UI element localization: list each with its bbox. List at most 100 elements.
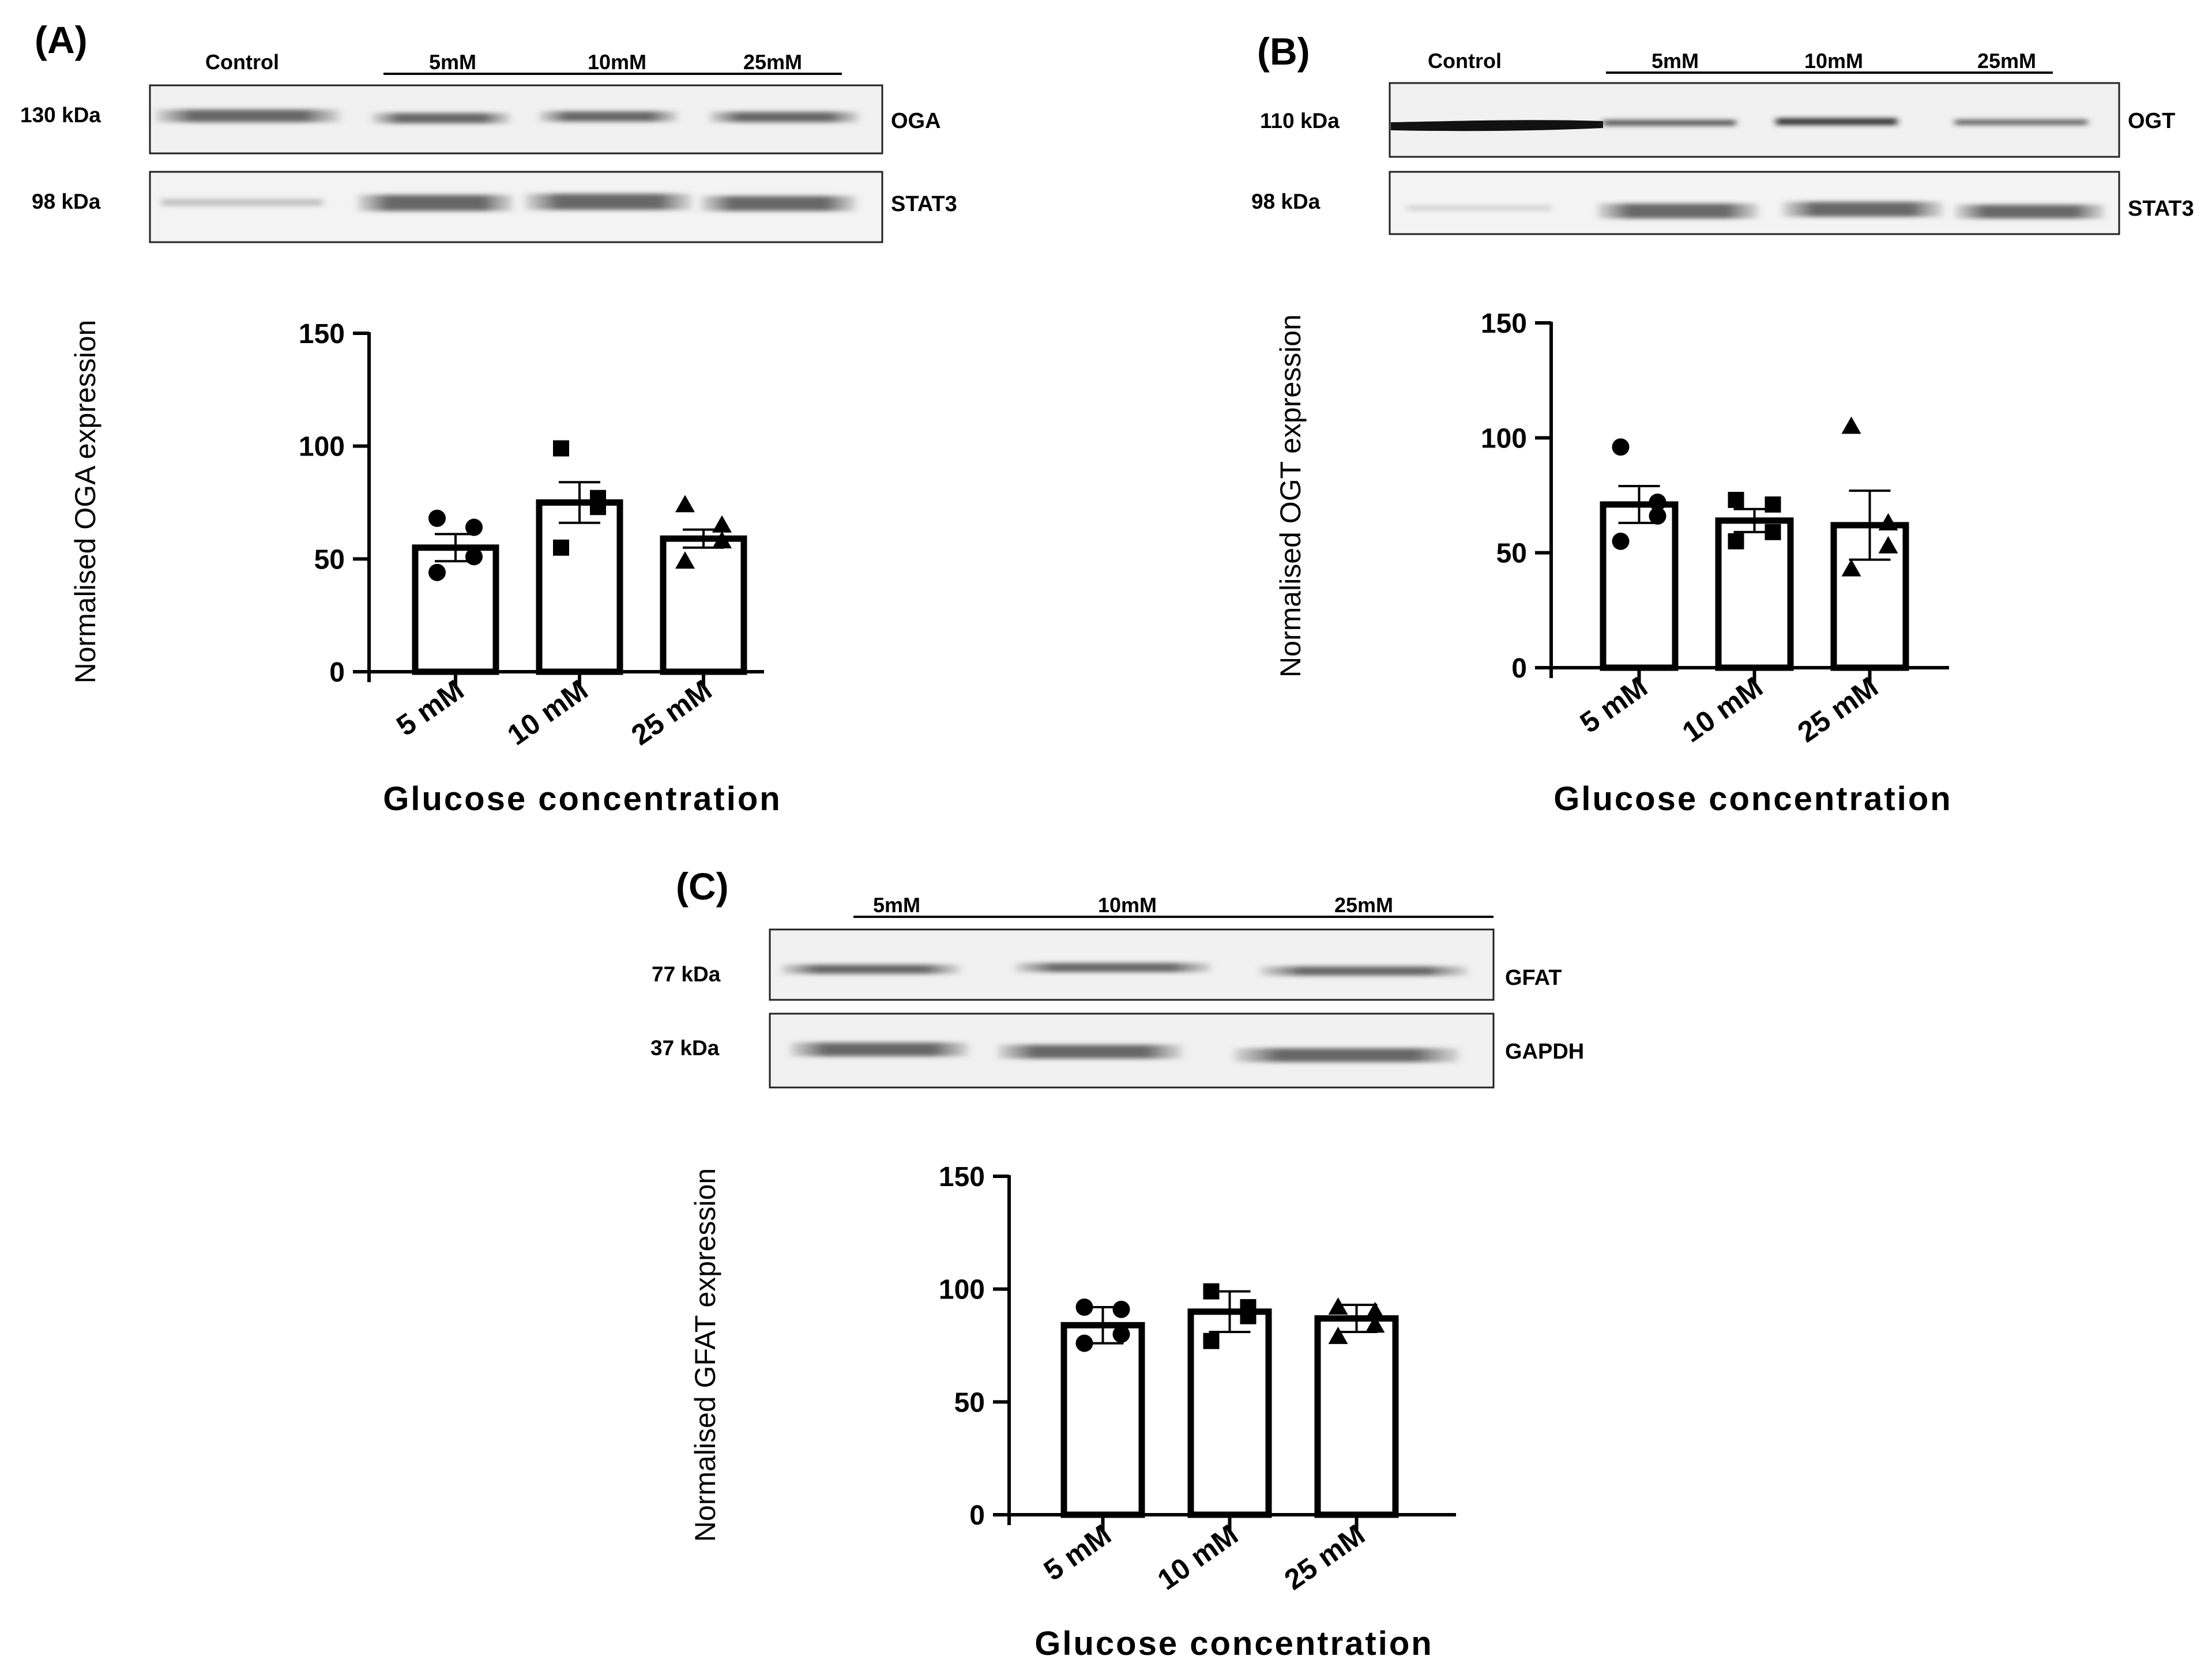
panel-b-kda-ogt: 110 kDa bbox=[1260, 109, 1340, 133]
panel-a-lane-10mm: 10mM bbox=[588, 50, 646, 74]
bar bbox=[660, 535, 747, 675]
data-point bbox=[1112, 1300, 1130, 1318]
y-tick-label: 50 bbox=[954, 1387, 985, 1418]
data-point bbox=[1878, 513, 1898, 530]
data-point bbox=[1075, 1298, 1093, 1316]
data-point bbox=[1240, 1308, 1257, 1324]
panel-c-lane-10mm: 10mM bbox=[1098, 893, 1157, 917]
bar bbox=[1314, 1315, 1399, 1518]
data-point bbox=[1365, 1315, 1385, 1333]
panel-b-kda-stat3: 98 kDa bbox=[1251, 190, 1321, 213]
panel-b-blot-stat3 bbox=[1389, 171, 2120, 235]
bar bbox=[1600, 501, 1679, 671]
data-point bbox=[1841, 416, 1861, 434]
panel-a-protein-oga: OGA bbox=[891, 109, 941, 133]
category-label: 5 mM bbox=[390, 673, 469, 742]
x-axis-title: Glucose concentration bbox=[1034, 1625, 1433, 1662]
data-point bbox=[553, 539, 569, 556]
panel-c: (C) 5mM 10mM 25mM 77 kDa GFAT 37 kDa GAP… bbox=[650, 865, 1584, 1089]
data-point bbox=[428, 509, 446, 527]
y-tick-label: 50 bbox=[1496, 539, 1527, 569]
y-tick-label: 150 bbox=[1481, 308, 1527, 339]
panel-c-bands-gapdh bbox=[790, 1043, 1459, 1062]
data-point bbox=[1328, 1297, 1348, 1315]
data-point bbox=[1728, 491, 1744, 508]
category-label: 25 mM bbox=[1278, 1518, 1371, 1596]
y-tick-label: 0 bbox=[969, 1500, 985, 1531]
data-point bbox=[1075, 1334, 1093, 1352]
data-point bbox=[428, 563, 446, 581]
panel-b-bands-stat3 bbox=[1407, 202, 2105, 219]
panel-a-kda-oga: 130 kDa bbox=[20, 103, 101, 127]
panel-b-protein-stat3: STAT3 bbox=[2128, 197, 2194, 221]
panel-b-letter: (B) bbox=[1257, 30, 1310, 73]
chart-b: 0 50 100 150 5 mM 10 mM 25 mM Normalised OGT ex… bbox=[1274, 308, 1951, 818]
panel-c-lane-5mm: 5mM bbox=[873, 893, 920, 917]
bar bbox=[1187, 1308, 1272, 1518]
panel-b-lane-25mm: 25mM bbox=[1977, 49, 2036, 73]
data-point bbox=[1112, 1325, 1130, 1343]
panel-c-lane-25mm: 25mM bbox=[1334, 893, 1393, 917]
data-point bbox=[1203, 1283, 1220, 1300]
category-label: 10 mM bbox=[1676, 671, 1769, 748]
y-tick-label: 150 bbox=[939, 1162, 985, 1192]
panel-a-protein-stat3: STAT3 bbox=[891, 192, 957, 216]
panel-b-protein-ogt: OGT bbox=[2128, 109, 2175, 133]
data-point bbox=[1612, 532, 1630, 550]
data-point bbox=[590, 499, 606, 515]
data-point bbox=[1878, 536, 1898, 554]
data-point bbox=[1765, 496, 1781, 513]
chart-c: 0 50 100 150 5 mM 10 mM 25 mM Normalised GFAT e… bbox=[689, 1162, 1456, 1662]
data-point bbox=[675, 495, 695, 513]
panel-c-protein-gfat: GFAT bbox=[1505, 966, 1562, 990]
panel-c-letter: (C) bbox=[676, 865, 729, 908]
panel-c-kda-gfat: 77 kDa bbox=[652, 962, 721, 986]
data-point bbox=[675, 551, 695, 569]
panel-b-lane-10mm: 10mM bbox=[1804, 49, 1863, 73]
panel-b-bands-ogt bbox=[1391, 118, 2087, 131]
panel-b-lane-control: Control bbox=[1428, 49, 1502, 73]
y-axis-title: Normalised OGA expression bbox=[69, 320, 101, 684]
panel-c-bands-gfat bbox=[781, 963, 1468, 976]
category-label: 5 mM bbox=[1574, 671, 1653, 739]
data-point bbox=[1365, 1301, 1385, 1319]
y-tick-label: 100 bbox=[939, 1275, 985, 1305]
y-axis-title: Normalised OGT expression bbox=[1274, 314, 1307, 678]
panel-a: (A) Control 5mM 10mM 25mM 130 kDa OGA 98… bbox=[20, 18, 957, 243]
y-tick-label: 0 bbox=[329, 657, 345, 688]
x-axis-title: Glucose concentration bbox=[383, 780, 781, 818]
data-point bbox=[465, 518, 483, 536]
data-point bbox=[1765, 524, 1781, 540]
panel-c-protein-gapdh: GAPDH bbox=[1505, 1040, 1584, 1064]
category-label: 25 mM bbox=[1792, 671, 1884, 748]
y-tick-label: 100 bbox=[1481, 423, 1527, 454]
data-point bbox=[1841, 559, 1861, 577]
panel-a-kda-stat3: 98 kDa bbox=[32, 190, 101, 213]
data-point bbox=[465, 548, 483, 566]
panel-b: (B) Control 5mM 10mM 25mM 110 kDa OGT 98… bbox=[1251, 30, 2194, 235]
data-point bbox=[712, 515, 732, 533]
category-label: 5 mM bbox=[1038, 1518, 1117, 1587]
data-point bbox=[1328, 1326, 1348, 1344]
panel-a-lane-control: Control bbox=[205, 50, 279, 74]
panel-a-lane-5mm: 5mM bbox=[429, 50, 476, 74]
y-axis-title: Normalised GFAT expression bbox=[689, 1168, 721, 1542]
y-tick-label: 50 bbox=[314, 544, 345, 575]
category-label: 25 mM bbox=[626, 673, 718, 751]
panel-a-bands-stat3 bbox=[161, 194, 856, 211]
category-label: 10 mM bbox=[502, 673, 594, 751]
bar bbox=[536, 499, 623, 675]
panel-a-bands-oga bbox=[156, 110, 859, 123]
y-tick-label: 100 bbox=[299, 432, 345, 462]
data-point bbox=[1203, 1333, 1220, 1349]
panel-c-kda-gapdh: 37 kDa bbox=[650, 1036, 720, 1060]
bar bbox=[1060, 1322, 1145, 1518]
data-point bbox=[1649, 493, 1666, 511]
data-point bbox=[1649, 507, 1666, 525]
y-tick-label: 0 bbox=[1511, 653, 1527, 684]
y-tick-label: 150 bbox=[299, 319, 345, 349]
category-label: 10 mM bbox=[1152, 1518, 1244, 1596]
panel-a-lane-25mm: 25mM bbox=[743, 50, 802, 74]
panel-a-letter: (A) bbox=[35, 18, 88, 61]
